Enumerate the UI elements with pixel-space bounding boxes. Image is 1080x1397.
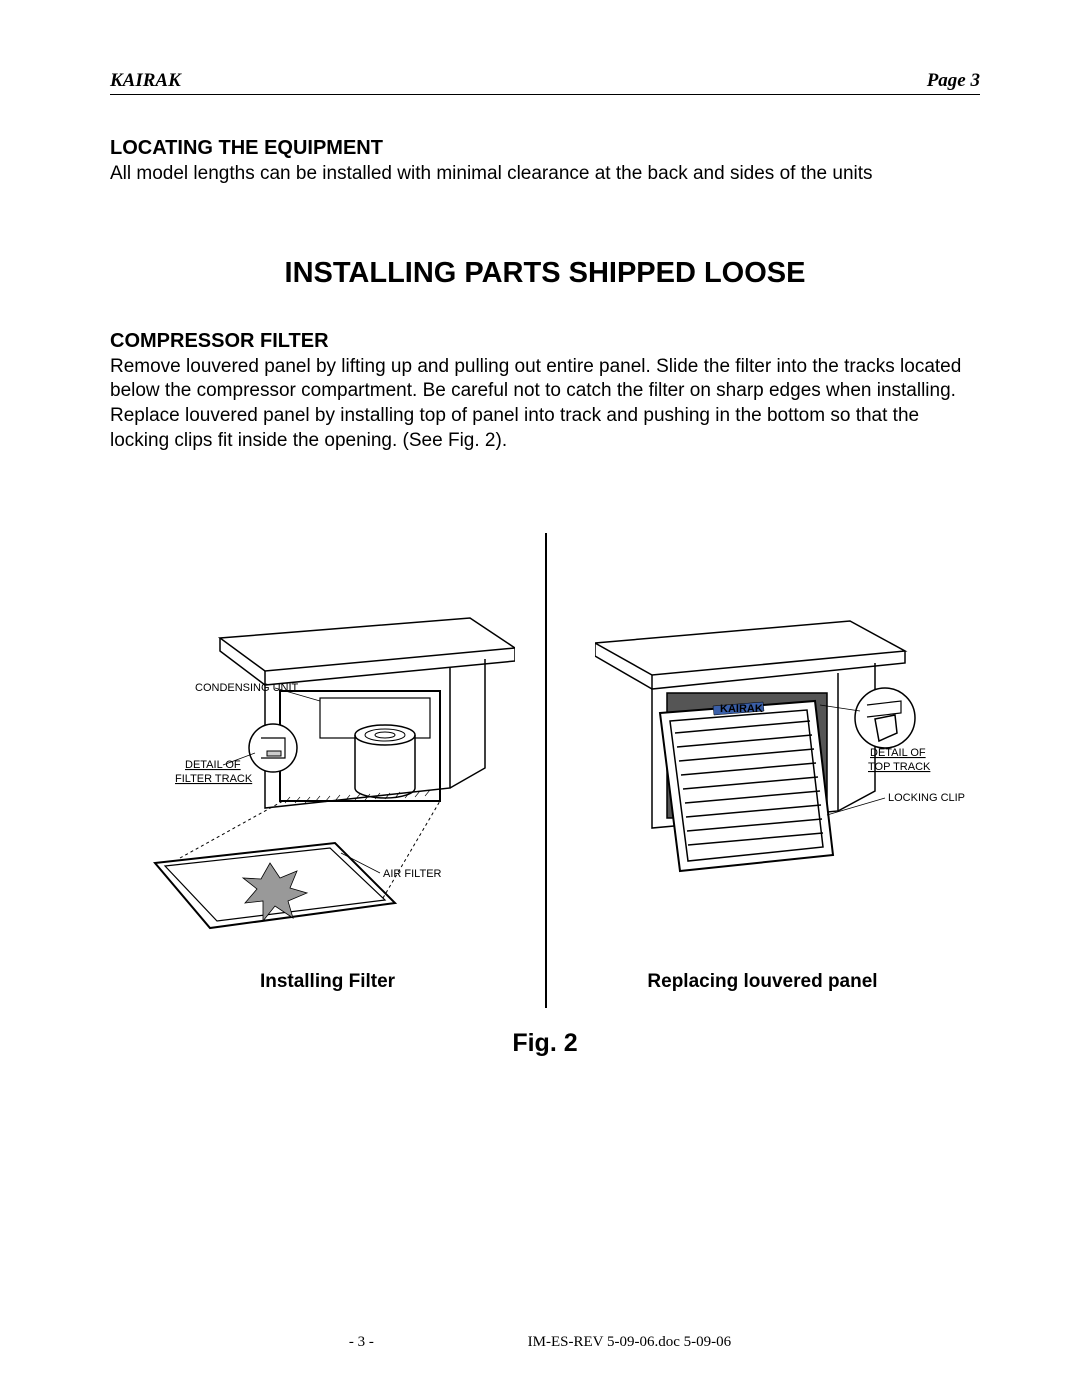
section-locating: LOCATING THE EQUIPMENT All model lengths…: [110, 137, 980, 187]
installing-filter-diagram: CONDENSING UNIT DETAIL OF FILTER TRACK A…: [125, 593, 515, 958]
figure-captions: Installing Filter Replacing louvered pan…: [110, 971, 980, 993]
figure-number: Fig. 2: [110, 1029, 980, 1058]
footer-revision: IM-ES-REV 5-09-06.doc 5-09-06: [528, 1334, 731, 1350]
page-header: KAIRAK Page 3: [110, 70, 980, 95]
filter-text: Remove louvered panel by lifting up and …: [110, 355, 980, 454]
label-detail-of-right: DETAIL OF: [870, 747, 926, 759]
header-left: KAIRAK: [110, 70, 181, 92]
main-title: INSTALLING PARTS SHIPPED LOOSE: [110, 257, 980, 290]
label-detail-of-left: DETAIL OF: [185, 759, 241, 771]
locating-heading: LOCATING THE EQUIPMENT: [110, 137, 980, 160]
label-locking-clip: LOCKING CLIP: [888, 792, 965, 804]
label-condensing-unit: CONDENSING UNIT: [195, 682, 299, 694]
label-kairak: KAIRAK: [720, 703, 763, 715]
section-compressor-filter: COMPRESSOR FILTER Remove louvered panel …: [110, 330, 980, 454]
label-filter-track: FILTER TRACK: [175, 773, 253, 785]
locating-text: All model lengths can be installed with …: [110, 162, 980, 187]
caption-left: Installing Filter: [110, 971, 545, 993]
figure-divider: [545, 533, 547, 1008]
figure-2: CONDENSING UNIT DETAIL OF FILTER TRACK A…: [110, 533, 980, 1023]
header-right: Page 3: [927, 70, 980, 92]
replacing-louvered-panel-diagram: KAIRAK DETAIL OF TOP TRACK: [595, 593, 975, 918]
filter-heading: COMPRESSOR FILTER: [110, 330, 980, 353]
footer-page-number: - 3 -: [349, 1334, 374, 1351]
caption-right: Replacing louvered panel: [545, 971, 980, 993]
label-top-track: TOP TRACK: [868, 761, 931, 773]
label-air-filter: AIR FILTER: [383, 868, 442, 880]
page-footer: - 3 - IM-ES-REV 5-09-06.doc 5-09-06: [0, 1334, 1080, 1351]
